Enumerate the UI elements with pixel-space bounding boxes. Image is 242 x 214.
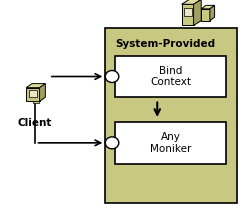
Bar [33,101,38,103]
Text: Client: Client [18,118,52,128]
Polygon shape [182,0,201,4]
Circle shape [105,137,119,149]
Polygon shape [26,84,45,88]
Polygon shape [210,5,215,21]
Bar [29,90,37,97]
Bar [184,8,192,16]
Polygon shape [201,5,215,9]
Bar [182,4,194,25]
Bar [26,88,39,101]
Bar [201,9,210,21]
Text: Bind
Context: Bind Context [150,66,191,87]
Bar [105,28,237,203]
Polygon shape [39,84,45,101]
Bar [115,122,226,164]
Circle shape [105,71,119,82]
Text: Any
Moniker: Any Moniker [150,132,191,154]
Text: System-Provided: System-Provided [116,39,216,49]
Polygon shape [194,0,201,25]
Bar [115,56,226,97]
